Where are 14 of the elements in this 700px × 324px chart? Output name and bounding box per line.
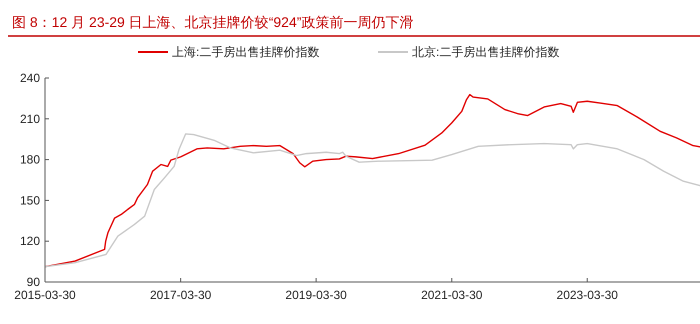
y-tick-label: 150	[20, 193, 40, 208]
x-tick-label: 2019-03-30	[285, 288, 348, 302]
x-tick-label: 2021-03-30	[421, 288, 483, 302]
y-tick-label: 240	[20, 71, 40, 85]
legend-label: 上海:二手房出售挂牌价指数	[172, 45, 320, 59]
legend-label: 北京:二手房出售挂牌价指数	[412, 45, 560, 59]
y-tick-label: 90	[26, 275, 40, 289]
x-tick-label: 2023-03-30	[556, 288, 618, 302]
x-tick-label: 2015-03-30	[14, 288, 76, 302]
y-tick-label: 210	[20, 112, 40, 126]
x-tick-label: 2017-03-30	[150, 288, 212, 302]
chart-title: 图 8：12 月 23-29 日上海、北京挂牌价较“924”政策前一周仍下滑	[12, 14, 414, 30]
y-tick-label: 120	[20, 234, 40, 248]
y-tick-label: 180	[20, 152, 40, 167]
